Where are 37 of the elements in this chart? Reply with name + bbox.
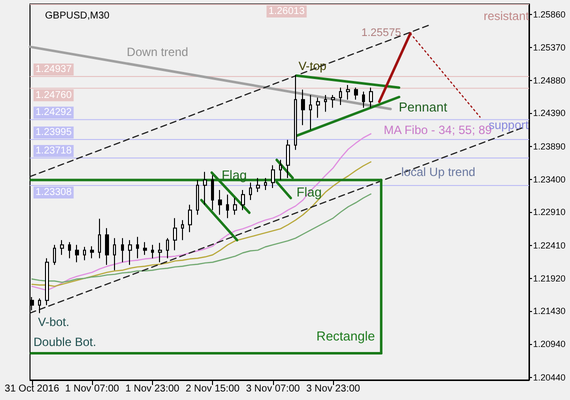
annotation: Pennant bbox=[398, 100, 448, 114]
ref-line-label: 1.24292 bbox=[35, 107, 72, 118]
y-tick-label: 1.22910 bbox=[533, 207, 566, 218]
y-tick-label: 1.20940 bbox=[533, 338, 566, 349]
y-tick-label: 1.25370 bbox=[533, 42, 566, 52]
y-tick-label: 1.20440 bbox=[533, 372, 566, 382]
ref-line-label: 1.23995 bbox=[35, 126, 72, 138]
x-tick-label: 1 Nov 23:00 bbox=[125, 384, 180, 394]
y-tick-label: 1.23890 bbox=[533, 142, 566, 152]
y-tick-label: 1.23400 bbox=[533, 174, 566, 184]
annotation: Down trend bbox=[126, 45, 188, 59]
annotation: V-top bbox=[298, 59, 327, 73]
text: GBPUSD,M30 bbox=[45, 10, 110, 22]
ref-line-label: 1.24760 bbox=[35, 90, 72, 101]
annotation: Flag bbox=[222, 168, 247, 182]
x-tick-label: 3 Nov 23:00 bbox=[306, 384, 361, 394]
ref-line-label: 1.26013 bbox=[268, 6, 306, 17]
annotation: Double Bot. bbox=[33, 335, 96, 349]
annotation: Flag bbox=[296, 184, 322, 200]
x-tick-label: 31 Oct 2016 bbox=[4, 384, 60, 394]
annotation: support bbox=[488, 118, 530, 132]
y-tick-label: 1.24880 bbox=[533, 75, 566, 86]
y-tick-label: 1.25860 bbox=[533, 10, 566, 20]
ref-line-label: 1.24937 bbox=[35, 64, 72, 75]
annotation: V-bot. bbox=[38, 315, 70, 329]
annotation: local Up trend bbox=[401, 165, 476, 179]
x-tick-label: 1 Nov 07:00 bbox=[65, 384, 120, 394]
y-tick-label: 1.21430 bbox=[533, 306, 566, 316]
y-tick-label: 1.21920 bbox=[533, 273, 566, 284]
ref-line-label: 1.23308 bbox=[35, 186, 72, 198]
ref-line-label: 1.23718 bbox=[35, 146, 72, 157]
annotation: Rectangle bbox=[316, 328, 375, 344]
y-tick-label: 1.22410 bbox=[533, 240, 566, 251]
y-tick-label: 1.24390 bbox=[533, 108, 566, 118]
annotation: 1.25575 bbox=[361, 27, 402, 39]
x-tick-label: 3 Nov 07:00 bbox=[246, 384, 300, 394]
x-tick-label: 2 Nov 15:00 bbox=[186, 384, 240, 394]
